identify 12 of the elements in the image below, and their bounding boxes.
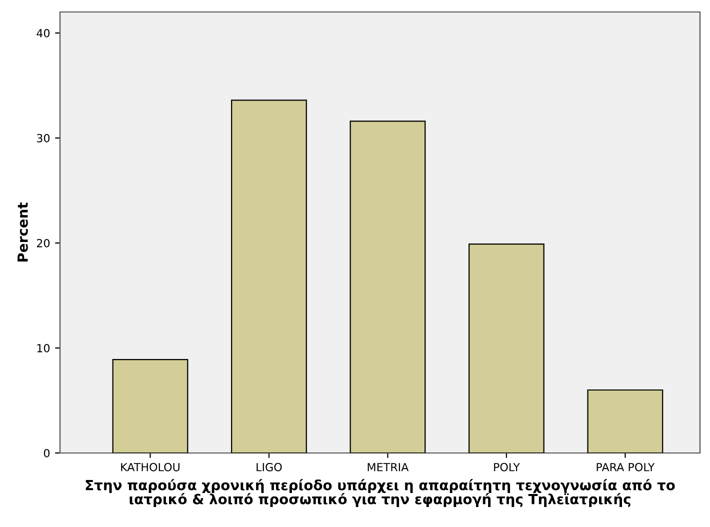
x-axis-title: Στην παρούσα χρονική περίοδο υπάρχει η απαραίτητη τεχνογνωσία από το ιατρικό & λοιπό προσωπικό για την εφαρμογή της Τηλεϊατρικής	[86, 479, 675, 508]
x-tick-label: POLY	[494, 462, 520, 472]
y-tick-label: 40	[36, 28, 50, 38]
y-tick-label: 20	[36, 238, 50, 248]
y-tick-label: 10	[37, 344, 50, 352]
y-axis-title: Percent	[18, 202, 28, 262]
x-tick-label: LIGO	[256, 462, 282, 472]
y-tick-label: 30	[36, 134, 50, 142]
x-tick-label: KATHOLOU	[121, 462, 180, 472]
x-tick-label: PARA POLY	[596, 462, 655, 472]
y-tick-label: 0	[44, 448, 50, 458]
x-tick-label: METRIA	[368, 463, 409, 472]
